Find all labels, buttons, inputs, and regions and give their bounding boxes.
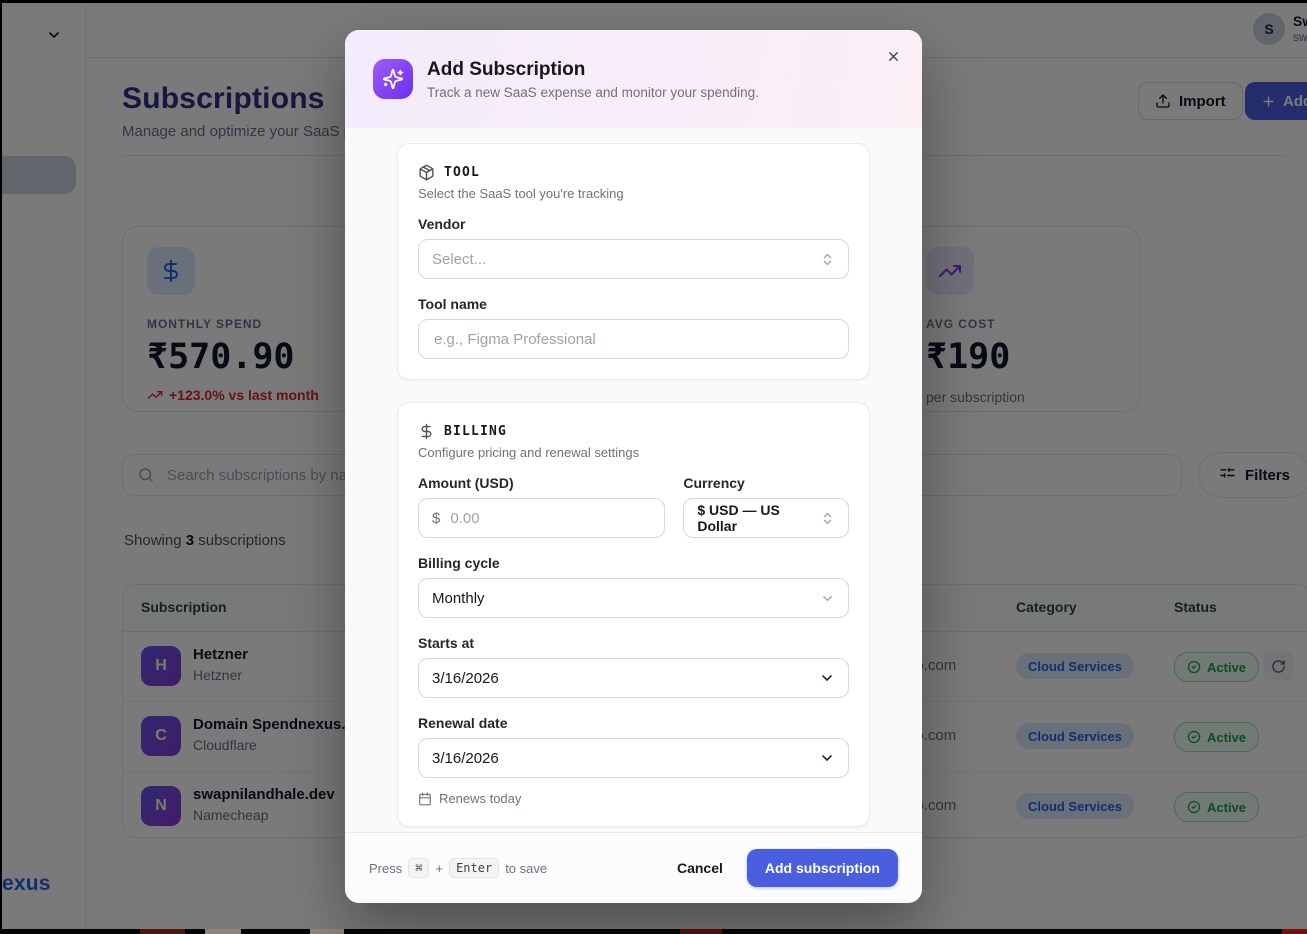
tool-name-label: Tool name <box>418 296 487 312</box>
chevron-down-icon <box>819 750 835 766</box>
billing-cycle-value: Monthly <box>432 589 485 607</box>
vendor-select[interactable]: Select... <box>418 239 849 279</box>
calendar-icon <box>418 792 432 806</box>
billing-section-header: BILLING <box>418 423 849 440</box>
hint-plus: + <box>435 860 444 876</box>
billing-section-description: Configure pricing and renewal settings <box>418 445 640 460</box>
tool-section-description: Select the SaaS tool you're tracking <box>418 186 624 201</box>
billing-cycle-label: Billing cycle <box>418 555 500 571</box>
modal-header: Add Subscription Track a new SaaS expens… <box>345 30 922 128</box>
renewal-date-value: 3/16/2026 <box>432 749 499 767</box>
currency-label: Currency <box>683 475 745 491</box>
tool-section-header: TOOL <box>418 164 849 181</box>
close-icon[interactable] <box>882 45 905 68</box>
billing-section: BILLING Configure pricing and renewal se… <box>397 402 870 827</box>
vendor-label: Vendor <box>418 216 466 232</box>
package-icon <box>418 164 435 181</box>
amount-currency-prefix: $ <box>432 509 441 527</box>
chevrons-up-down-icon <box>820 511 835 526</box>
tool-section: TOOL Select the SaaS tool you're trackin… <box>397 143 870 380</box>
amount-field: $ <box>418 498 666 538</box>
tool-name-input[interactable] <box>432 329 835 349</box>
starts-at-select[interactable]: 3/16/2026 <box>418 658 849 698</box>
chevron-down-icon <box>820 591 835 606</box>
renewal-date-label: Renewal date <box>418 715 508 731</box>
currency-select-value: $ USD — US Dollar <box>697 502 780 534</box>
add-subscription-button[interactable]: Add subscription <box>746 849 898 887</box>
footer-actions: Cancel Add subscription <box>663 849 898 887</box>
amount-input[interactable] <box>448 508 652 528</box>
billing-section-label: BILLING <box>444 424 507 439</box>
tool-section-label: TOOL <box>444 165 480 180</box>
dollar-icon <box>418 423 435 440</box>
hint-to-save: to save <box>505 860 548 876</box>
hint-press: Press <box>369 860 403 876</box>
tool-name-field <box>418 319 849 359</box>
billing-cycle-select[interactable]: Monthly <box>418 578 849 618</box>
modal-body: TOOL Select the SaaS tool you're trackin… <box>345 128 922 832</box>
enter-key: Enter <box>449 858 500 878</box>
renews-note-text: Renews today <box>439 791 522 806</box>
modal-title: Add Subscription <box>427 59 586 80</box>
vendor-select-value: Select... <box>432 250 487 268</box>
currency-select[interactable]: $ USD — US Dollar <box>683 498 849 538</box>
bottom-taskbar-sliver <box>0 929 1307 934</box>
keyboard-hint: Press ⌘ + Enter to save <box>369 858 547 878</box>
modal-subtitle: Track a new SaaS expense and monitor you… <box>427 85 759 100</box>
chevrons-up-down-icon <box>820 252 835 267</box>
renewal-date-select[interactable]: 3/16/2026 <box>418 738 849 778</box>
cmd-key: ⌘ <box>408 858 430 878</box>
add-subscription-modal: Add Subscription Track a new SaaS expens… <box>345 30 922 903</box>
renews-note: Renews today <box>418 791 849 806</box>
amount-label: Amount (USD) <box>418 475 514 491</box>
modal-footer: Press ⌘ + Enter to save Cancel Add subsc… <box>345 832 922 903</box>
starts-at-value: 3/16/2026 <box>432 669 499 687</box>
sparkles-icon <box>373 59 413 99</box>
starts-at-label: Starts at <box>418 635 475 651</box>
modal-title-block: Add Subscription Track a new SaaS expens… <box>427 58 759 100</box>
chevron-down-icon <box>819 670 835 686</box>
cancel-button[interactable]: Cancel <box>663 850 737 886</box>
